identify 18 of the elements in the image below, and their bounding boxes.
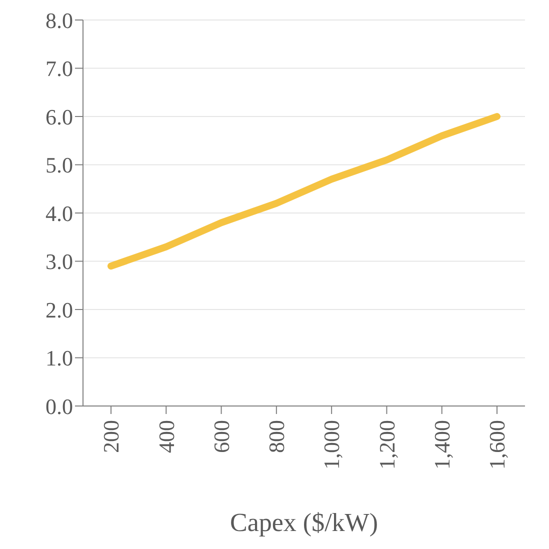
y-tick-label: 8.0 [46, 8, 73, 33]
y-tick-label: 1.0 [46, 346, 73, 371]
x-tick-label: 600 [208, 420, 234, 453]
x-tick-label: 1,600 [484, 420, 510, 470]
x-axis-title: Capex ($/kW) [230, 508, 378, 537]
y-tick-label: 0.0 [46, 394, 73, 419]
x-tick-label: 800 [264, 420, 290, 453]
y-tick-label: 3.0 [46, 249, 73, 274]
y-tick-label: 5.0 [46, 152, 73, 178]
x-tick-label: 1,400 [429, 420, 454, 470]
x-tick-label: 1,200 [374, 420, 400, 470]
x-tick-label: 200 [98, 420, 124, 453]
y-tick-label: 6.0 [46, 104, 73, 130]
x-tick-label: 1,000 [319, 420, 344, 470]
y-tick-label: 2.0 [46, 297, 73, 322]
y-tick-label: 4.0 [46, 200, 73, 226]
x-tick-label: 400 [154, 420, 179, 453]
y-tick-label: 7.0 [46, 56, 73, 82]
